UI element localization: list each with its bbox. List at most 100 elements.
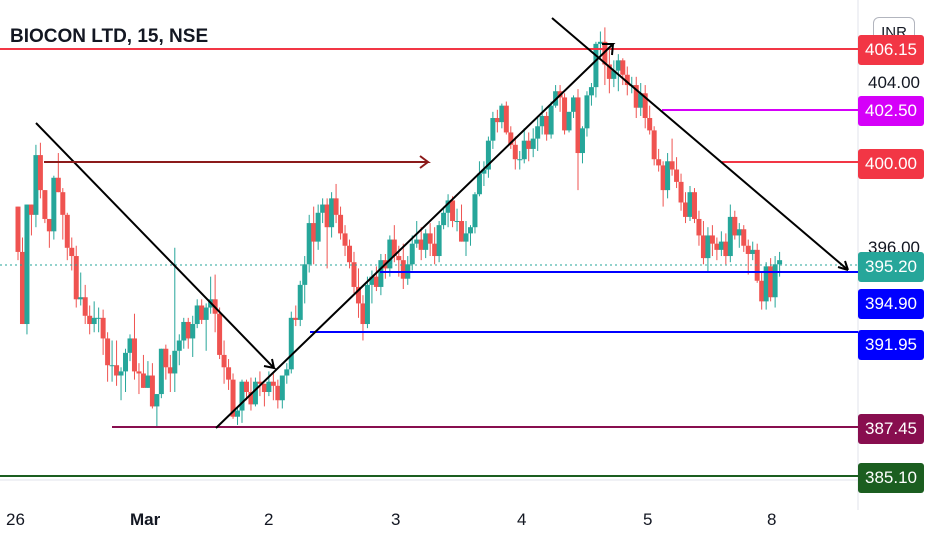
candle-body[interactable]	[373, 276, 379, 287]
candle-body[interactable]	[741, 229, 747, 246]
candle-body[interactable]	[772, 264, 778, 298]
candle-body[interactable]	[87, 315, 93, 325]
candle-body[interactable]	[320, 204, 326, 213]
candle-body[interactable]	[745, 245, 751, 254]
candle-body[interactable]	[450, 200, 456, 222]
candle-body[interactable]	[544, 115, 550, 135]
candle-body[interactable]	[432, 243, 438, 257]
candle-body[interactable]	[154, 394, 160, 407]
candle-body[interactable]	[759, 280, 765, 302]
candle-body[interactable]	[284, 369, 290, 376]
candle-body[interactable]	[754, 249, 760, 281]
candle-body[interactable]	[324, 204, 330, 228]
candle-body[interactable]	[441, 212, 447, 226]
candle-body[interactable]	[100, 317, 106, 339]
candle-body[interactable]	[588, 87, 594, 96]
candle-body[interactable]	[476, 173, 482, 195]
candle-body[interactable]	[732, 216, 738, 236]
candle-body[interactable]	[768, 266, 774, 298]
candle-body[interactable]	[24, 204, 30, 325]
candle-body[interactable]	[329, 198, 335, 228]
candle-body[interactable]	[674, 169, 680, 182]
candle-body[interactable]	[51, 177, 57, 232]
candle-body[interactable]	[638, 93, 644, 108]
candle-body[interactable]	[615, 60, 621, 71]
candle-body[interactable]	[530, 138, 536, 149]
candle-body[interactable]	[105, 338, 111, 366]
candle-body[interactable]	[73, 256, 79, 300]
candle-body[interactable]	[91, 317, 97, 325]
candle-body[interactable]	[539, 115, 545, 127]
candle-body[interactable]	[584, 95, 590, 129]
candle-body[interactable]	[687, 192, 693, 217]
candle-body[interactable]	[163, 348, 169, 368]
candle-body[interactable]	[109, 365, 115, 367]
candle-body[interactable]	[176, 340, 182, 351]
candle-body[interactable]	[167, 367, 173, 374]
candle-body[interactable]	[571, 97, 577, 112]
candle-body[interactable]	[347, 245, 353, 263]
candle-body[interactable]	[494, 118, 500, 123]
candle-body[interactable]	[355, 286, 361, 304]
candle-body[interactable]	[651, 130, 657, 160]
candle-body[interactable]	[288, 317, 294, 370]
candle-body[interactable]	[562, 97, 568, 131]
candle-body[interactable]	[709, 235, 715, 244]
candle-body[interactable]	[579, 128, 585, 154]
candle-body[interactable]	[521, 140, 527, 160]
candle-body[interactable]	[243, 381, 249, 392]
candle-body[interactable]	[360, 303, 366, 325]
candle-body[interactable]	[423, 233, 429, 250]
candle-body[interactable]	[454, 221, 460, 223]
candle-body[interactable]	[409, 243, 415, 265]
candle-body[interactable]	[315, 212, 321, 242]
candle-body[interactable]	[55, 177, 61, 193]
candle-body[interactable]	[548, 105, 554, 135]
candle-body[interactable]	[33, 155, 39, 215]
candle-body[interactable]	[342, 233, 348, 246]
candle-body[interactable]	[481, 169, 487, 174]
candle-body[interactable]	[777, 260, 783, 265]
candle-body[interactable]	[472, 194, 478, 228]
candle-body[interactable]	[369, 276, 375, 285]
candle-body[interactable]	[149, 375, 155, 407]
candle-body[interactable]	[727, 216, 733, 257]
candle-body[interactable]	[611, 70, 617, 79]
candle-body[interactable]	[78, 297, 84, 300]
candle-body[interactable]	[427, 233, 433, 244]
candle-body[interactable]	[270, 381, 276, 386]
candle-body[interactable]	[763, 266, 769, 302]
candle-body[interactable]	[293, 317, 299, 320]
candle-body[interactable]	[190, 324, 196, 339]
candle-body[interactable]	[235, 410, 241, 417]
candle-body[interactable]	[418, 239, 424, 250]
candle-body[interactable]	[203, 307, 209, 320]
candle-body[interactable]	[96, 317, 102, 319]
candle-body[interactable]	[750, 249, 756, 254]
trend-arrow-down-1[interactable]	[35, 122, 277, 370]
candle-body[interactable]	[606, 64, 612, 79]
candle-body[interactable]	[485, 140, 491, 170]
candle-body[interactable]	[517, 159, 523, 161]
candle-body[interactable]	[118, 371, 124, 376]
candle-body[interactable]	[131, 338, 137, 372]
candle-body[interactable]	[140, 373, 146, 388]
candle-body[interactable]	[257, 381, 263, 384]
candle-body[interactable]	[575, 97, 581, 154]
candle-body[interactable]	[566, 111, 572, 131]
candle-body[interactable]	[226, 367, 232, 380]
candle-body[interactable]	[297, 284, 303, 320]
candle-body[interactable]	[199, 305, 205, 320]
candle-body[interactable]	[624, 74, 630, 86]
candle-body[interactable]	[364, 284, 370, 325]
candle-body[interactable]	[396, 256, 402, 261]
candle-body[interactable]	[230, 379, 236, 417]
candle-body[interactable]	[512, 144, 518, 160]
candle-body[interactable]	[69, 247, 75, 257]
candle-body[interactable]	[445, 200, 451, 213]
candle-body[interactable]	[127, 338, 133, 353]
candle-body[interactable]	[526, 140, 532, 149]
candle-body[interactable]	[338, 214, 344, 234]
candle-body[interactable]	[678, 181, 684, 203]
